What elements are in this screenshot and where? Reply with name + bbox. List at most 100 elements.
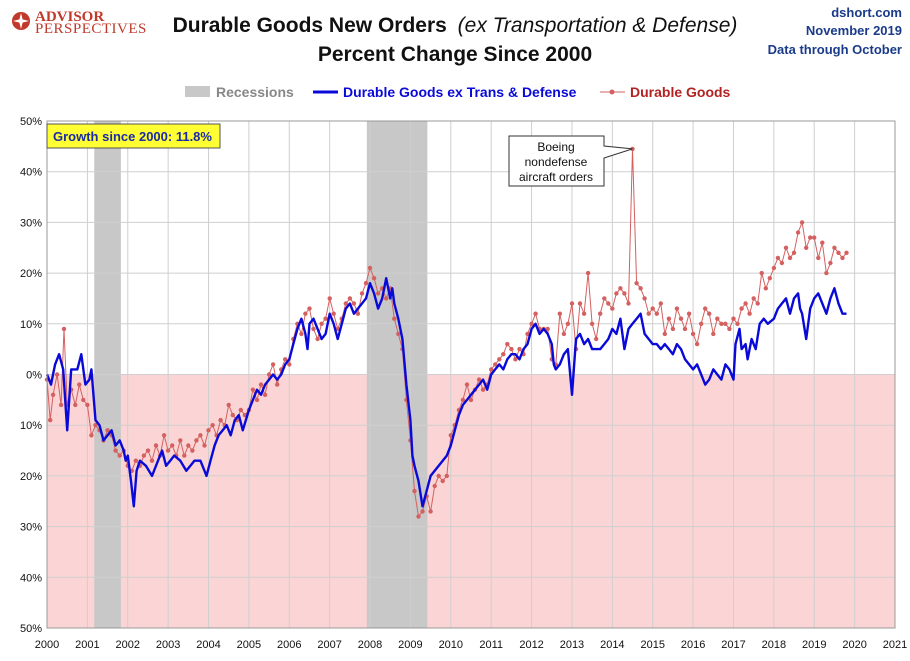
durable-goods-point-172: [735, 321, 740, 326]
durable-goods-point-174: [743, 301, 748, 306]
durable-goods-point-150: [646, 311, 651, 316]
durable-goods-point-152: [654, 311, 659, 316]
x-tick-label-2020: 2020: [842, 639, 866, 651]
durable-goods-point-47: [230, 412, 235, 418]
durable-goods-point-114: [501, 352, 506, 357]
x-tick-label-2016: 2016: [681, 639, 705, 651]
durable-goods-point-151: [650, 306, 655, 311]
durable-goods-point-101: [448, 433, 453, 438]
durable-goods-point-186: [791, 250, 797, 255]
logo-text-perspectives: PERSPECTIVES: [35, 21, 147, 37]
durable-goods-point-129: [561, 331, 567, 337]
durable-goods-point-109: [480, 387, 486, 392]
durable-goods-point-115: [505, 341, 510, 347]
durable-goods-point-141: [610, 306, 615, 311]
durable-goods-point-139: [602, 296, 607, 301]
durable-goods-point-71: [327, 296, 332, 301]
durable-goods-point-191: [812, 235, 817, 240]
durable-goods-point-131: [569, 301, 575, 306]
durable-goods-point-199: [844, 250, 849, 255]
durable-goods-point-193: [820, 240, 825, 245]
durable-goods-point-195: [828, 260, 833, 266]
durable-goods-point-58: [275, 382, 280, 387]
durable-goods-point-145: [626, 301, 631, 306]
durable-goods-point-1: [48, 417, 53, 423]
durable-goods-point-133: [577, 301, 583, 306]
durable-goods-point-30: [161, 433, 167, 438]
durable-goods-point-57: [270, 362, 276, 367]
durable-goods-point-116: [509, 346, 514, 352]
durable-goods-point-104: [460, 397, 466, 403]
x-tick-label-2009: 2009: [398, 639, 422, 651]
durable-goods-point-96: [428, 509, 433, 514]
y-tick-label-5: 0%: [26, 370, 42, 382]
data-through-text: Data through October: [768, 42, 902, 57]
durable-goods-point-185: [787, 255, 793, 261]
durable-goods-point-190: [808, 235, 813, 240]
durable-goods-point-167: [715, 316, 720, 321]
x-tick-label-2006: 2006: [277, 639, 301, 651]
durable-goods-point-49: [238, 407, 243, 413]
boeing-callout-box: [508, 135, 633, 187]
durable-goods-point-69: [319, 321, 324, 326]
series-durable-goods: [44, 146, 849, 519]
logo-compass-icon: [12, 12, 30, 30]
legend-label-durable: Durable Goods: [630, 84, 731, 100]
durable-goods-point-88: [396, 331, 401, 337]
y-tick-label-7: 20%: [20, 471, 42, 483]
durable-goods-point-196: [832, 245, 837, 250]
durable-goods-point-147: [634, 281, 639, 286]
x-tick-label-2012: 2012: [519, 639, 543, 651]
x-tick-label-2010: 2010: [439, 639, 463, 651]
durable-goods-point-19: [117, 453, 122, 458]
durable-goods-point-189: [804, 245, 809, 250]
durable-goods-point-130: [565, 321, 571, 326]
durable-goods-point-187: [795, 230, 801, 235]
durable-goods-point-80: [363, 281, 369, 286]
durable-goods-point-85: [384, 296, 389, 301]
durable-goods-point-64: [299, 331, 304, 337]
durable-goods-point-182: [775, 255, 781, 261]
durable-goods-point-39: [198, 433, 203, 438]
x-tick-label-2019: 2019: [802, 639, 826, 651]
x-tick-label-2001: 2001: [75, 639, 99, 651]
legend-swatch-recessions: [185, 86, 210, 97]
durable-goods-point-92: [412, 488, 417, 494]
durable-goods-point-157: [674, 306, 680, 311]
durable-goods-point-153: [658, 301, 663, 306]
growth-box: [46, 123, 221, 149]
y-tick-label-9: 40%: [20, 572, 42, 584]
durable-goods-point-148: [638, 286, 643, 291]
durable-goods-point-158: [678, 316, 684, 321]
y-tick-labels: 50% 40% 30% 20% 10% 0% 10% 20% 30% 40% 50%: [20, 116, 42, 635]
durable-goods-point-197: [836, 250, 841, 255]
logo: ADVISOR PERSPECTIVES: [12, 9, 147, 37]
durable-goods-point-159: [682, 326, 688, 332]
durable-goods-point-44: [218, 417, 223, 423]
durable-goods-point-198: [840, 255, 845, 261]
plot-negative-band: [47, 374, 895, 628]
durable-goods-point-53: [254, 397, 260, 403]
chart-title: Durable Goods New Orders (ex Transportat…: [173, 14, 738, 37]
legend-swatch-durable-dot: [609, 89, 615, 95]
x-tick-label-2008: 2008: [358, 639, 382, 651]
durable-goods-point-4: [58, 402, 64, 408]
durable-goods-point-112: [493, 362, 498, 367]
durable-goods-point-61: [287, 362, 292, 367]
durable-goods-point-23: [133, 458, 138, 463]
durable-goods-point-142: [614, 291, 619, 296]
x-tick-label-2017: 2017: [721, 639, 745, 651]
durable-goods-point-100: [444, 473, 449, 479]
durable-goods-point-155: [666, 316, 672, 321]
series-durable-ex-trans-defense: [45, 277, 847, 508]
x-tick-label-2003: 2003: [156, 639, 180, 651]
durable-goods-point-135: [585, 270, 591, 276]
durable-goods-point-160: [686, 311, 692, 316]
x-tick-labels: 2000 2001 2002 2003 2004 2005 2006 2007 2008 2009…: [35, 639, 907, 651]
durable-goods-point-120: [525, 331, 530, 337]
durable-goods-point-168: [719, 321, 724, 326]
durable-goods-point-75: [343, 301, 348, 306]
durable-goods-point-169: [723, 321, 728, 326]
x-tick-label-2013: 2013: [560, 639, 584, 651]
plot-background: [47, 121, 895, 628]
